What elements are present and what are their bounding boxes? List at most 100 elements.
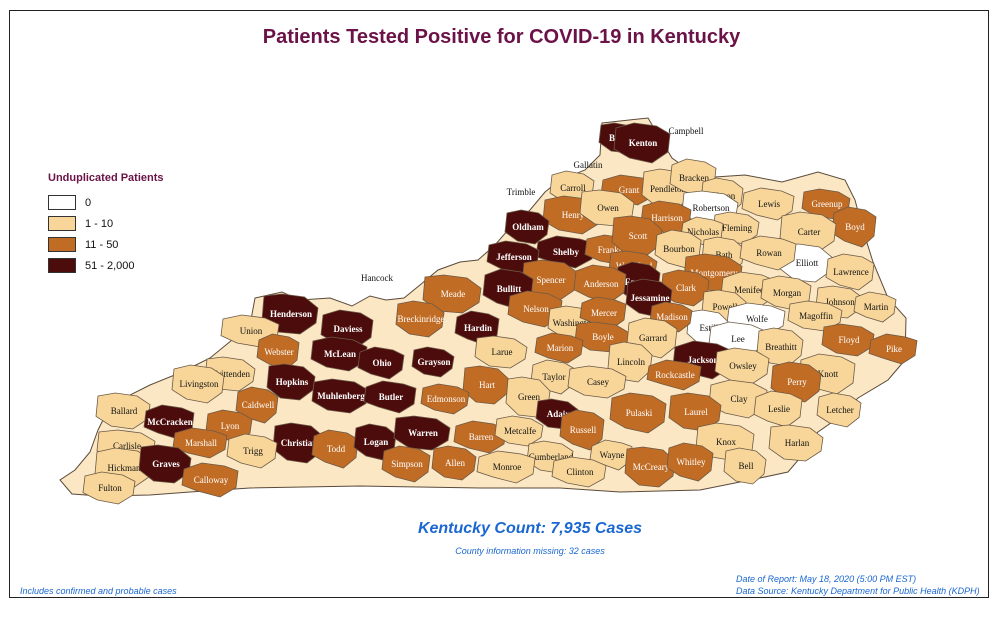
- county-label: Carroll: [560, 183, 586, 193]
- county-label: Caldwell: [242, 400, 275, 410]
- county-shape: [411, 346, 455, 378]
- county-shape: [609, 392, 667, 434]
- legend-label: 1 - 10: [85, 217, 114, 230]
- county-label: Calloway: [194, 475, 229, 485]
- county-label: Hopkins: [276, 377, 309, 387]
- county-shape: [311, 429, 359, 469]
- county-trimble: Trimble: [507, 187, 536, 197]
- county-label: Jefferson: [496, 252, 532, 262]
- county-hancock: Hancock: [361, 273, 393, 283]
- county-label: Larue: [492, 347, 513, 357]
- county-shelby: Shelby: [535, 235, 595, 269]
- footnote: Includes confirmed and probable cases: [20, 586, 177, 596]
- county-label: Whitley: [677, 457, 706, 467]
- county-label: Martin: [864, 302, 889, 312]
- county-rowan: Rowan: [739, 235, 797, 271]
- county-muhlenberg: Muhlenberg: [311, 378, 369, 414]
- county-label: Fleming: [722, 223, 753, 233]
- county-label: Harlan: [785, 438, 810, 448]
- county-label: Boyd: [845, 222, 865, 232]
- county-casey: Casey: [567, 365, 627, 399]
- county-label: Adair: [547, 409, 570, 419]
- county-todd: Todd: [311, 429, 359, 469]
- county-label: Henry: [562, 210, 585, 220]
- county-label: Hancock: [361, 273, 393, 283]
- county-label: Owen: [597, 203, 619, 213]
- county-label: Breckinridge: [398, 314, 445, 324]
- county-label: Simpson: [391, 459, 423, 469]
- county-label: Knott: [818, 369, 839, 379]
- county-label: Washington: [553, 318, 596, 328]
- county-label: Madison: [656, 312, 688, 322]
- county-label: Lyon: [221, 421, 240, 431]
- county-label: Pendleton: [650, 184, 686, 194]
- county-shape: [714, 347, 770, 385]
- county-mercer: Mercer: [579, 296, 627, 330]
- missing-note: County information missing: 32 cases: [455, 546, 605, 556]
- county-laurel: Laurel: [668, 392, 722, 432]
- legend-swatch: [48, 237, 76, 252]
- county-label: Allen: [445, 458, 465, 468]
- county-shape: [311, 378, 369, 414]
- county-label: Barren: [469, 432, 494, 442]
- report-date: Date of Report: May 18, 2020 (5:00 PM ES…: [736, 574, 917, 584]
- county-label: Clinton: [566, 467, 594, 477]
- county-label: Jackson: [687, 355, 718, 365]
- county-label: Wayne: [600, 450, 625, 460]
- county-label: Fulton: [98, 483, 122, 493]
- county-shape: [551, 456, 607, 488]
- county-boyd: Boyd: [831, 206, 877, 248]
- county-livingston: Livingston: [171, 364, 225, 404]
- county-label: Harrison: [651, 213, 683, 223]
- county-label: Shelby: [553, 247, 580, 257]
- county-label: Crittenden: [212, 369, 250, 379]
- county-label: Bell: [739, 461, 754, 471]
- county-shape: [853, 291, 897, 323]
- data-source: Data Source: Kentucky Department for Pub…: [736, 586, 980, 596]
- county-shape: [768, 424, 824, 462]
- county-shape: [420, 383, 470, 415]
- county-grayson: Grayson: [411, 346, 455, 378]
- county-shape: [831, 206, 877, 248]
- legend-swatch: [48, 195, 76, 210]
- county-label: Butler: [379, 392, 404, 402]
- county-label: Bullitt: [497, 284, 522, 294]
- county-label: Leslie: [768, 404, 790, 414]
- county-shape: [624, 446, 676, 488]
- county-shape: [82, 471, 136, 505]
- county-label: Greenup: [812, 199, 843, 209]
- county-shape: [474, 335, 528, 369]
- legend-item: 0: [48, 192, 164, 213]
- county-shape: [666, 442, 714, 482]
- county-label: Menifee: [734, 285, 764, 295]
- county-label: Lincoln: [617, 357, 645, 367]
- county-label: Gallatin: [574, 160, 603, 170]
- county-shape: [535, 235, 595, 269]
- county-label: Powell: [712, 302, 738, 312]
- county-label: Garrard: [639, 333, 667, 343]
- county-label: Logan: [364, 437, 389, 447]
- county-gallatin: Gallatin: [574, 160, 603, 170]
- legend-label: 0: [85, 196, 92, 209]
- county-label: Warren: [408, 428, 438, 438]
- county-shape: [868, 333, 918, 365]
- county-shape: [534, 332, 584, 364]
- county-label: Ballard: [111, 406, 138, 416]
- county-pulaski: Pulaski: [609, 392, 667, 434]
- county-shape: [171, 364, 225, 404]
- county-rockcastle: Rockcastle: [646, 359, 702, 391]
- county-ohio: Ohio: [357, 346, 405, 380]
- county-bell: Bell: [723, 447, 767, 485]
- county-label: Monroe: [493, 462, 522, 472]
- legend-item: 1 - 10: [48, 213, 164, 234]
- county-shape: [573, 264, 627, 304]
- county-shape: [559, 409, 605, 451]
- county-label: Magoffin: [799, 311, 833, 321]
- county-label: Estill: [699, 323, 719, 333]
- county-label: Owsley: [729, 361, 757, 371]
- county-label: Grayson: [417, 357, 450, 367]
- county-shape: [668, 392, 722, 432]
- county-martin: Martin: [853, 291, 897, 323]
- case-count: Kentucky Count: 7,935 Cases: [417, 520, 643, 537]
